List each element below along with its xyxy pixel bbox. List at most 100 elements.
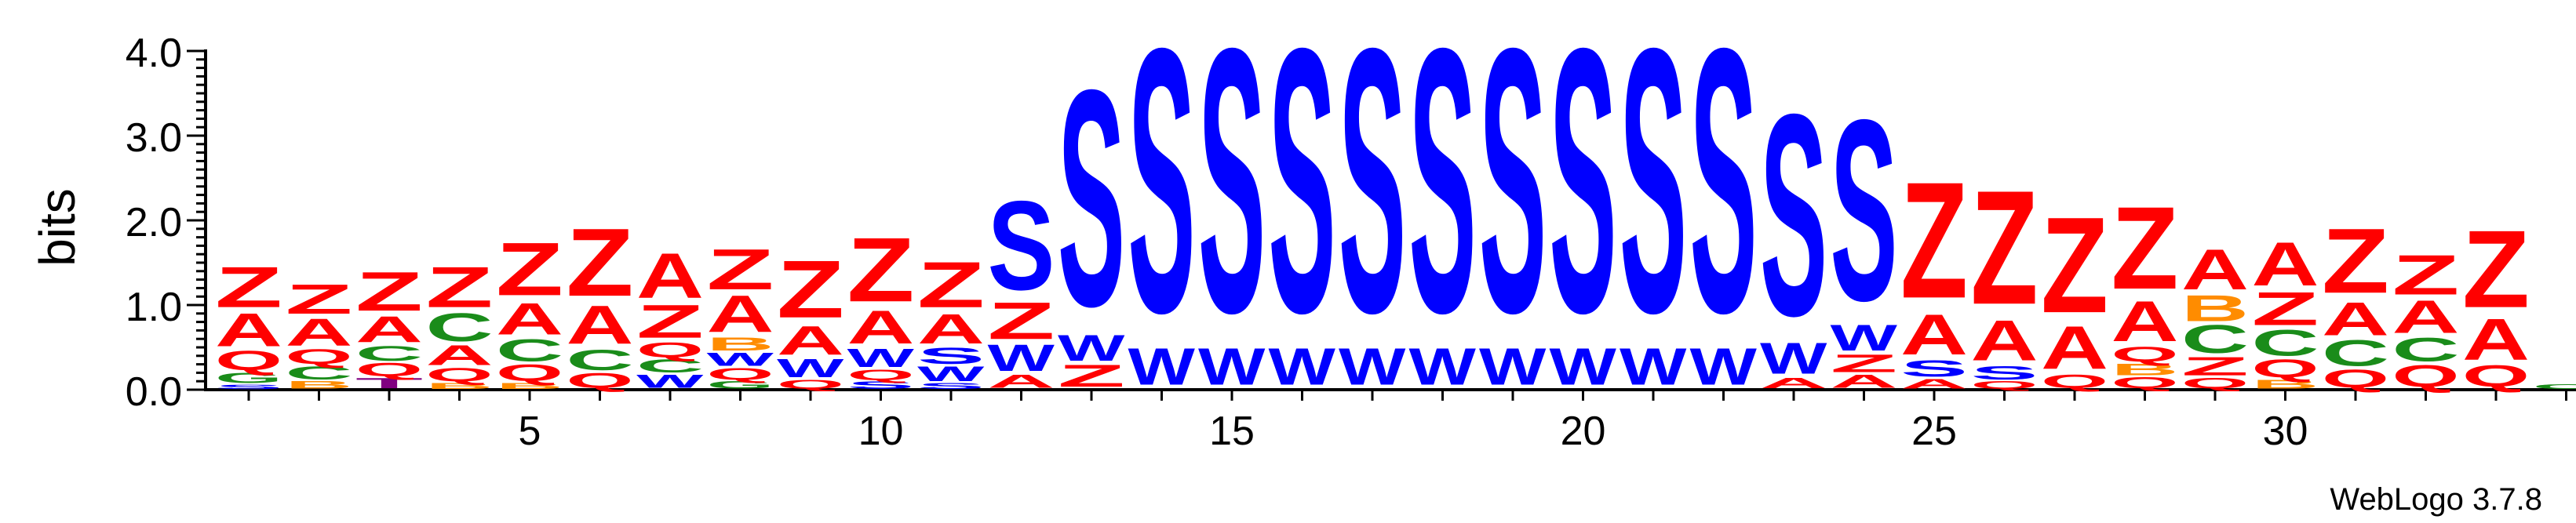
logo-letter-W: W	[1269, 337, 1336, 396]
logo-letter-T: T	[355, 375, 423, 391]
logo-letter-A: A	[2181, 237, 2249, 302]
logo-column: WS	[1620, 0, 1687, 396]
logo-letter-W: W	[1479, 337, 1547, 396]
logo-letter-S: S	[917, 381, 985, 390]
logo-letter-Z: Z	[496, 227, 563, 311]
logo-column: QAZ	[2462, 208, 2530, 394]
logo-letter-A: A	[215, 303, 282, 356]
logo-letter-S: S	[1690, 0, 1758, 391]
logo-letter-C: C	[2533, 383, 2576, 390]
logo-letter-W: W	[847, 343, 915, 372]
logo-letter-S: S	[847, 380, 915, 391]
logo-letter-B: B	[707, 334, 774, 355]
logo-letter-C: C	[286, 362, 353, 383]
logo-column: WS	[1128, 0, 1196, 396]
logo-letter-A: A	[707, 285, 774, 343]
x-tick-label: 30	[2263, 409, 2308, 454]
logo-letter-A: A	[1971, 308, 2039, 373]
logo-letter-Z: Z	[215, 255, 282, 320]
logo-letter-Q: Q	[2111, 374, 2179, 392]
logo-letter-Z: Z	[2111, 182, 2179, 314]
logo-letter-A: A	[636, 240, 704, 311]
logo-letter-Q: Q	[215, 346, 282, 376]
logo-letter-A: A	[777, 318, 844, 363]
logo-column: WS	[1550, 0, 1617, 396]
logo-letter-W: W	[1409, 337, 1477, 396]
y-axis: 0.0 1.0 2.0 3.0 4.0	[126, 31, 207, 415]
logo-letter-Z: Z	[286, 276, 353, 323]
y-tick-label: 0.0	[126, 369, 182, 415]
logo-letter-S: S	[1971, 362, 2039, 383]
logo-letter-S: S	[1620, 0, 1687, 391]
y-tick-label: 3.0	[126, 115, 182, 161]
logo-letter-Z: Z	[707, 237, 774, 302]
x-axis: 5 10 15 20 25 30	[206, 388, 2576, 454]
logo-letter-Q: Q	[636, 339, 704, 362]
logo-stacks: SGQAZBCQAZTQCAZBQACZBQCAZQCAZWCQZAGQWBAZ…	[215, 0, 2576, 396]
x-tick-label: 20	[1561, 409, 1606, 454]
logo-letter-S: S	[988, 175, 1055, 317]
y-tick-label: 4.0	[126, 31, 182, 76]
logo-letter-C: C	[567, 343, 634, 376]
logo-letter-Z: Z	[2322, 209, 2389, 313]
logo-letter-A: A	[2111, 289, 2179, 354]
logo-letter-S: S	[1479, 0, 1547, 391]
logo-letter-Z: Z	[847, 220, 915, 321]
logo-letter-B: B	[286, 380, 353, 391]
logo-letter-C: C	[636, 356, 704, 377]
x-tick-label: 5	[519, 409, 541, 454]
y-tick-label: 2.0	[126, 200, 182, 245]
logo-letter-W: W	[1620, 337, 1687, 396]
logo-letter-S: S	[1058, 27, 1125, 371]
logo-letter-A: A	[2392, 291, 2460, 343]
logo-letter-B: B	[426, 381, 494, 390]
logo-letter-Z: Z	[1900, 148, 1968, 334]
logo-letter-Z: Z	[917, 249, 985, 321]
logo-letter-S: S	[215, 383, 282, 390]
logo-letter-W: W	[1760, 334, 1827, 383]
logo-letter-B: B	[2181, 288, 2249, 329]
logo-letter-C: C	[2252, 323, 2319, 364]
logo-letter-Q: Q	[777, 377, 844, 391]
logo-letter-A: A	[496, 293, 563, 344]
logo-letter-W: W	[1550, 337, 1617, 396]
logo-letter-Q: Q	[2322, 365, 2389, 393]
logo-letter-B: B	[2111, 361, 2179, 380]
x-tick-label: 25	[1911, 409, 1957, 454]
logo-letter-A: A	[2462, 307, 2530, 372]
logo-letter-Z: Z	[355, 260, 423, 323]
logo-letter-Z: Z	[777, 244, 844, 335]
logo-letter-W: W	[1339, 337, 1406, 396]
logo-letter-Q: Q	[2462, 359, 2530, 394]
logo-letter-S: S	[1550, 0, 1617, 391]
logo-letter-Q: Q	[355, 359, 423, 380]
logo-letter-S: S	[1269, 0, 1336, 391]
logo-letter-Q: Q	[2041, 371, 2108, 392]
logo-letter-Z: Z	[2462, 208, 2530, 331]
logo-letter-W: W	[636, 371, 704, 392]
logo-letter-Q: Q	[2392, 358, 2460, 394]
logo-column: AWS	[1760, 55, 1827, 391]
logo-letter-G: G	[215, 370, 282, 387]
logo-letter-W: W	[777, 354, 844, 383]
logo-letter-S: S	[1198, 0, 1266, 391]
logo-letter-S: S	[917, 343, 985, 369]
logo-letter-A: A	[426, 340, 494, 372]
logo-letter-C: C	[2392, 331, 2460, 369]
logo-letter-Q: Q	[426, 364, 494, 385]
logo-column: WS	[1409, 0, 1477, 396]
